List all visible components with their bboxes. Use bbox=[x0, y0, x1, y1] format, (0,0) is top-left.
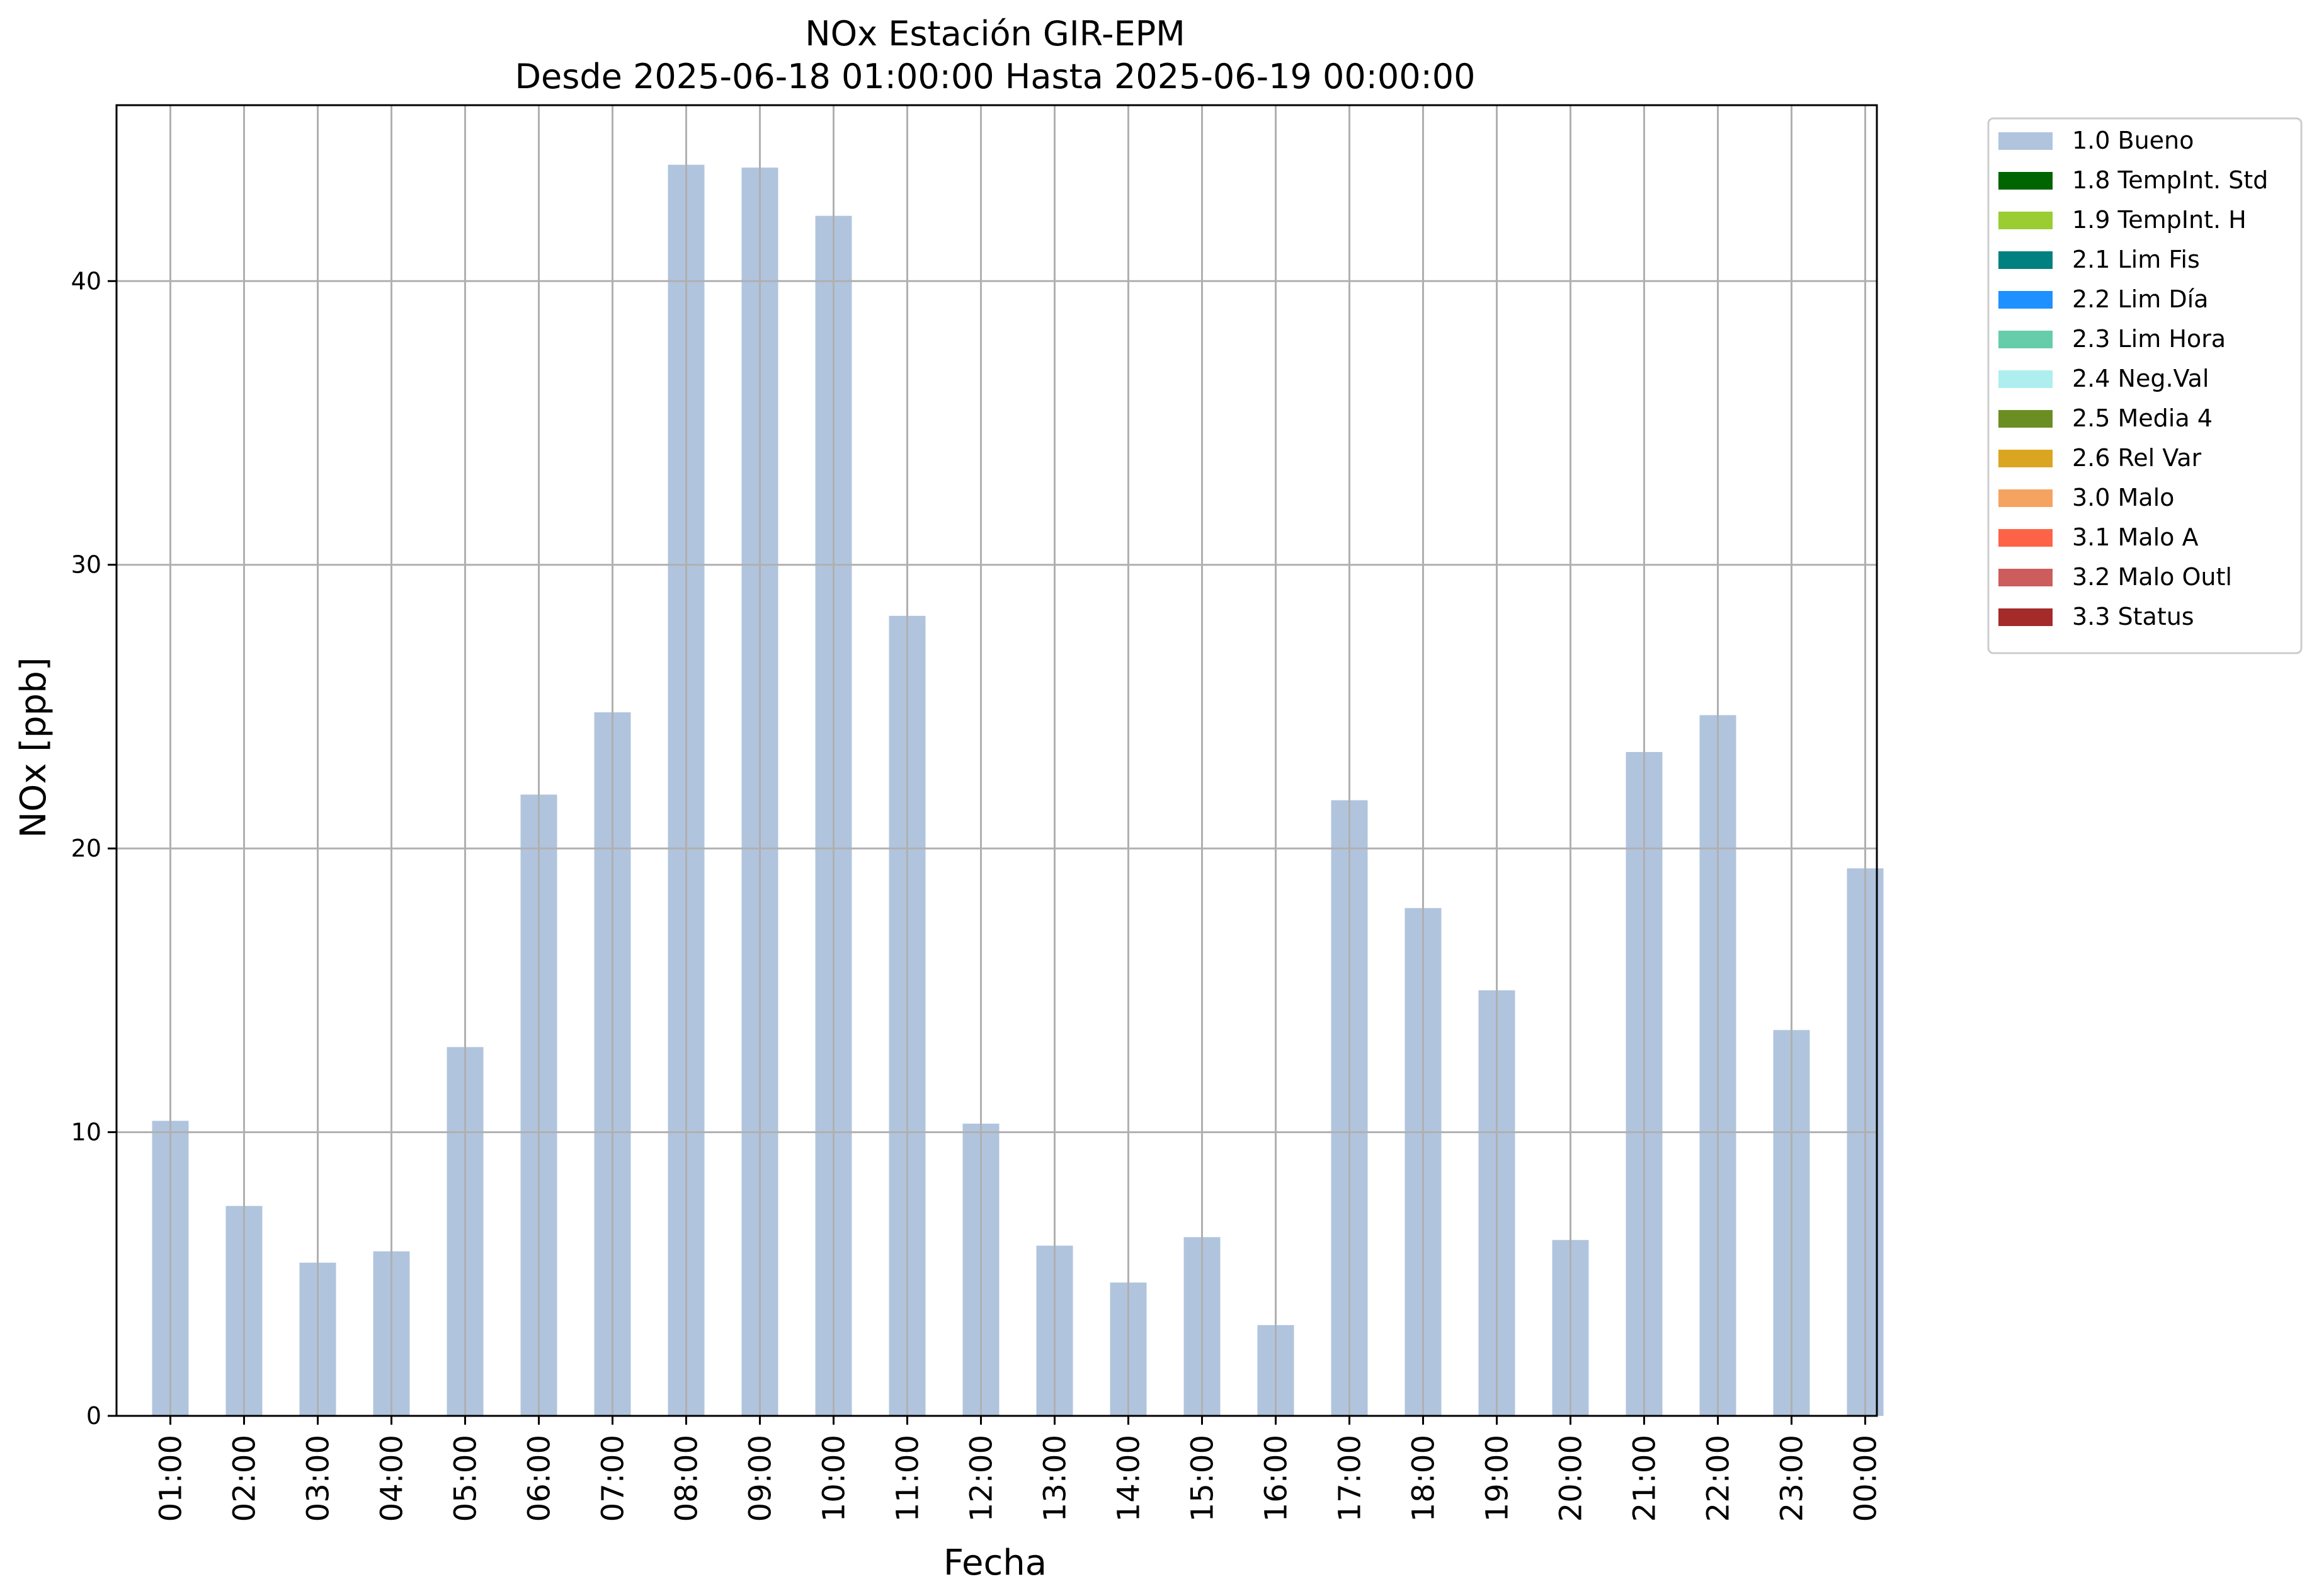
legend-label: 1.9 TempInt. H bbox=[2072, 206, 2247, 234]
legend-label: 1.8 TempInt. Std bbox=[2072, 166, 2268, 194]
chart-subtitle: Desde 2025-06-18 01:00:00 Hasta 2025-06-… bbox=[515, 57, 1475, 96]
x-axis-label: Fecha bbox=[943, 1542, 1047, 1583]
legend-swatch bbox=[1998, 172, 2053, 190]
y-tick-label: 20 bbox=[71, 835, 101, 862]
plot-frame bbox=[115, 104, 1878, 1417]
x-tick-label: 08:00 bbox=[669, 1435, 705, 1522]
y-tick-label: 30 bbox=[71, 551, 101, 579]
x-tick-label: 22:00 bbox=[1701, 1435, 1736, 1522]
legend-label: 2.3 Lim Hora bbox=[2072, 325, 2226, 353]
x-tick-label: 02:00 bbox=[227, 1435, 263, 1522]
x-tick-label: 07:00 bbox=[596, 1435, 631, 1522]
x-tick-label: 01:00 bbox=[154, 1435, 189, 1522]
legend: 1.0 Bueno 1.8 TempInt. Std 1.9 TempInt. H 2… bbox=[1987, 117, 2303, 654]
legend-swatch bbox=[1998, 331, 2053, 348]
legend-swatch bbox=[1998, 450, 2053, 467]
y-tick-label: 0 bbox=[86, 1402, 101, 1430]
x-tick-label: 13:00 bbox=[1038, 1435, 1073, 1522]
legend-swatch bbox=[1998, 608, 2053, 626]
x-tick-label: 06:00 bbox=[522, 1435, 557, 1522]
legend-swatch bbox=[1998, 410, 2053, 428]
legend-swatch bbox=[1998, 569, 2053, 586]
x-tick-label: 05:00 bbox=[448, 1435, 484, 1522]
x-tick-label: 16:00 bbox=[1259, 1435, 1294, 1522]
x-tick-label: 04:00 bbox=[375, 1435, 410, 1522]
legend-label: 2.1 Lim Fis bbox=[2072, 246, 2200, 273]
legend-label: 3.3 Status bbox=[2072, 603, 2194, 630]
y-tick-label: 10 bbox=[71, 1119, 101, 1146]
legend-label: 1.0 Bueno bbox=[2072, 127, 2194, 154]
legend-swatch bbox=[1998, 370, 2053, 388]
x-tick-label: 00:00 bbox=[1849, 1435, 1884, 1522]
plot-area: 0 10 20 30 40 01:00 02:00 03:00 04:00 05:00 06:00 0… bbox=[71, 104, 1884, 1522]
x-tick-label: 09:00 bbox=[743, 1435, 778, 1522]
x-tick-label: 21:00 bbox=[1627, 1435, 1663, 1522]
x-tick-label: 18:00 bbox=[1406, 1435, 1442, 1522]
x-tick-label: 19:00 bbox=[1480, 1435, 1515, 1522]
x-tick-label: 17:00 bbox=[1333, 1435, 1368, 1522]
x-tick-label: 20:00 bbox=[1554, 1435, 1589, 1522]
x-tick-label: 23:00 bbox=[1775, 1435, 1810, 1522]
legend-swatch bbox=[1998, 489, 2053, 507]
x-tick-label: 14:00 bbox=[1112, 1435, 1147, 1522]
y-tick-label: 40 bbox=[71, 267, 101, 295]
legend-label: 2.2 Lim Día bbox=[2072, 285, 2208, 313]
y-axis-label: NOx [ppb] bbox=[13, 657, 54, 838]
x-tick-label: 10:00 bbox=[817, 1435, 852, 1522]
chart-title: NOx Estación GIR-EPM bbox=[805, 14, 1185, 54]
legend-swatch bbox=[1998, 212, 2053, 229]
legend-swatch bbox=[1998, 291, 2053, 309]
legend-label: 2.5 Media 4 bbox=[2072, 404, 2213, 432]
x-tick-label: 11:00 bbox=[891, 1435, 926, 1522]
legend-label: 3.2 Malo Outl bbox=[2072, 563, 2232, 591]
legend-swatch bbox=[1998, 529, 2053, 547]
x-tick-label: 15:00 bbox=[1185, 1435, 1221, 1522]
x-tick-label: 03:00 bbox=[301, 1435, 336, 1522]
legend-label: 2.4 Neg.Val bbox=[2072, 365, 2209, 392]
legend-label: 3.0 Malo bbox=[2072, 484, 2174, 511]
legend-label: 2.6 Rel Var bbox=[2072, 444, 2202, 472]
legend-label: 3.1 Malo A bbox=[2072, 523, 2198, 551]
legend-swatch bbox=[1998, 132, 2053, 150]
x-tick-label: 12:00 bbox=[964, 1435, 1000, 1522]
legend-swatch bbox=[1998, 251, 2053, 269]
legend-frame bbox=[1987, 117, 2303, 654]
